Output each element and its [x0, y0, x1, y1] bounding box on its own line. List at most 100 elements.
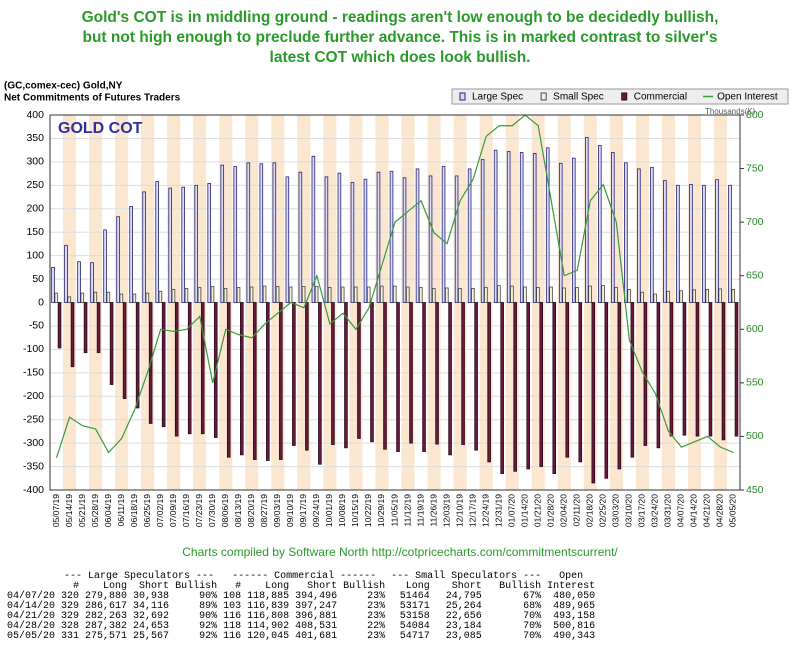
open-interest-line — [55, 114, 734, 459]
bar — [327, 287, 332, 303]
y-tick-label: 50 — [32, 273, 44, 285]
chart: Gold's COT is in middling ground - readi… — [4, 9, 789, 559]
bar — [695, 302, 700, 437]
bar — [379, 285, 384, 303]
bar — [142, 191, 146, 303]
bar — [314, 286, 319, 303]
bar — [383, 302, 387, 450]
y-tick-label: -400 — [23, 484, 44, 496]
bar — [132, 293, 137, 303]
bar — [545, 147, 550, 303]
table-cell: 54717 — [399, 631, 430, 642]
table-cell: 114,902 — [247, 621, 290, 632]
bar — [575, 287, 579, 303]
bar — [734, 302, 739, 437]
x-tick-label: 06/04/19 — [103, 494, 113, 527]
bar — [565, 302, 570, 458]
bar — [614, 287, 618, 303]
bar — [689, 183, 693, 303]
table-cell: 92% — [199, 631, 218, 642]
bar — [344, 302, 348, 449]
legend-box — [451, 88, 789, 105]
bar — [721, 302, 726, 441]
x-tick-label: 05/28/19 — [90, 494, 100, 527]
x-tick-label: 04/21/20 — [702, 494, 712, 527]
y2-tick-label: 700 — [746, 216, 764, 228]
bar — [715, 179, 719, 303]
bar — [617, 302, 622, 470]
bar — [184, 288, 189, 303]
bar — [80, 292, 85, 303]
x-tick-label: 01/21/20 — [532, 494, 542, 527]
table-cell: 92% — [199, 621, 218, 632]
x-tick-label: 11/26/19 — [428, 494, 438, 527]
x-tick-label: 02/11/20 — [572, 494, 582, 527]
x-tick-label: 04/14/20 — [689, 494, 699, 527]
x-tick-label: 03/03/20 — [611, 494, 621, 527]
bar — [396, 302, 400, 452]
bar — [454, 175, 459, 303]
bar — [578, 302, 583, 463]
bar — [513, 302, 517, 472]
x-tick-label: 10/15/19 — [350, 494, 360, 527]
bar — [500, 302, 504, 474]
x-tick-label: 03/24/20 — [650, 494, 660, 527]
table-cell: --- Small Speculators --- — [391, 571, 542, 582]
bar — [285, 176, 290, 303]
bar — [145, 292, 150, 303]
table-row: # Long Short Bullish # Long Short Bullish Long Sh… — [4, 582, 598, 592]
x-tick-label: 06/11/19 — [116, 494, 126, 527]
bar — [116, 216, 120, 303]
bar — [77, 261, 81, 303]
table-cell: # — [73, 581, 80, 592]
table-cell: 490,343 — [553, 631, 596, 642]
bar — [506, 151, 511, 303]
bar — [200, 302, 205, 435]
x-tick-label: 03/10/20 — [624, 494, 634, 527]
y-tick-label: -350 — [23, 460, 44, 472]
y-tick-label: -50 — [29, 320, 44, 332]
table-cell: Bullish — [175, 581, 218, 592]
bar — [484, 287, 488, 303]
x-tick-label: 08/13/19 — [233, 494, 243, 527]
bar — [301, 286, 306, 303]
bar — [103, 229, 107, 303]
bar — [119, 293, 124, 303]
table-cell: 401,681 — [295, 631, 338, 642]
table-cell: 282,263 — [85, 611, 128, 622]
table-cell: Open — [559, 571, 584, 582]
bar — [129, 206, 133, 303]
bar — [428, 175, 433, 303]
bar — [435, 302, 439, 445]
table-cell: 04/28/20 — [7, 621, 56, 632]
chart-title: (GC,comex-cec) Gold,NY — [4, 81, 123, 92]
y2-tick-label: 800 — [746, 109, 764, 121]
table-cell: 25,567 — [133, 631, 170, 642]
table-cell: 53171 — [399, 601, 430, 612]
table-cell: 493,158 — [553, 611, 596, 622]
bar — [549, 286, 553, 303]
bar — [64, 244, 68, 303]
table-row: 04/14/20 329 286,617 34,116 89% 103 116,839 397… — [4, 602, 598, 612]
x-tick-label: 04/28/20 — [715, 494, 725, 527]
table-cell: 480,050 — [553, 591, 596, 602]
table-cell: Short — [307, 581, 338, 592]
table-cell: Long — [405, 581, 430, 592]
bar — [67, 296, 72, 303]
table-cell: 116 — [223, 611, 242, 622]
y2-tick-label: 750 — [746, 162, 764, 174]
y-tick-label: 100 — [26, 249, 44, 261]
y-tick-label: 300 — [26, 156, 44, 168]
table-row: 04/28/20 328 287,382 24,653 92% 118 114,902 408… — [4, 622, 598, 632]
table-cell: 24,795 — [445, 591, 482, 602]
bar — [194, 184, 199, 303]
table-cell: ------ Commercial ------ — [232, 571, 377, 582]
table-cell: 23% — [367, 631, 386, 642]
bar — [331, 302, 335, 445]
bar — [266, 302, 270, 461]
bar — [249, 286, 254, 303]
legend-swatch — [459, 92, 466, 101]
table-cell: 116 — [223, 631, 242, 642]
bar — [363, 178, 368, 303]
table-cell: Long — [103, 581, 128, 592]
